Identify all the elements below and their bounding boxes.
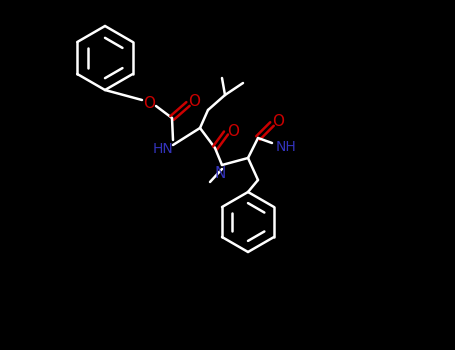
Text: N: N xyxy=(214,166,226,181)
Text: O: O xyxy=(227,124,239,139)
Text: NH: NH xyxy=(276,140,296,154)
Text: O: O xyxy=(143,96,155,111)
Text: O: O xyxy=(272,113,284,128)
Text: HN: HN xyxy=(152,142,173,156)
Text: O: O xyxy=(188,93,200,108)
